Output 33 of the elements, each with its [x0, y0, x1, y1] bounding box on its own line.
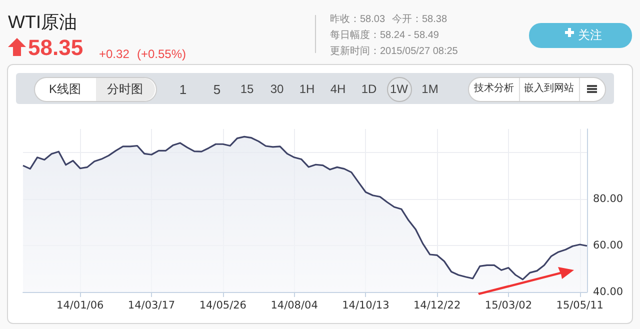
text: 1M — [422, 82, 438, 96]
text: 5 — [213, 82, 221, 97]
text: 分时图 — [107, 82, 143, 96]
text: 昨收：58.03 — [330, 14, 386, 25]
y-tick-label: 60.00 — [593, 239, 624, 252]
x-tick-label: 14/08/04 — [270, 300, 318, 312]
y-tick-label: 40.00 — [593, 286, 624, 298]
text: +0.32 — [99, 47, 130, 61]
text: 1 — [179, 82, 187, 97]
y-tick-label: 80.00 — [593, 192, 624, 205]
x-tick-label: 14/03/17 — [128, 300, 176, 312]
text: 1H — [299, 82, 315, 96]
text: 15 — [240, 82, 254, 96]
x-tick-label: 14/01/06 — [56, 300, 104, 312]
text: 今开：58.38 — [392, 14, 448, 25]
text: (+0.55%) — [137, 47, 186, 61]
chart-title: WTI原油 — [8, 12, 77, 32]
text: 嵌入到网站 — [524, 83, 574, 94]
text: 更新时间：2015/05/27 08:25 — [330, 46, 458, 57]
x-tick-label: 15/03/02 — [484, 300, 532, 312]
text: 关注 — [578, 28, 602, 42]
x-tick-label: 14/05/26 — [199, 300, 247, 312]
x-tick-label: 14/10/13 — [342, 300, 390, 312]
text: 4H — [330, 82, 346, 96]
x-tick-label: 15/05/11 — [556, 300, 604, 312]
text: 58.35 — [28, 35, 84, 60]
x-tick-label: 14/12/22 — [413, 300, 461, 312]
text: 技术分析 — [474, 83, 514, 94]
text: 每日幅度：58.24 - 58.49 — [330, 30, 439, 41]
text: 1W — [390, 82, 408, 96]
text: 30 — [270, 82, 284, 96]
text: 1D — [361, 82, 377, 96]
text: K线图 — [48, 82, 82, 96]
